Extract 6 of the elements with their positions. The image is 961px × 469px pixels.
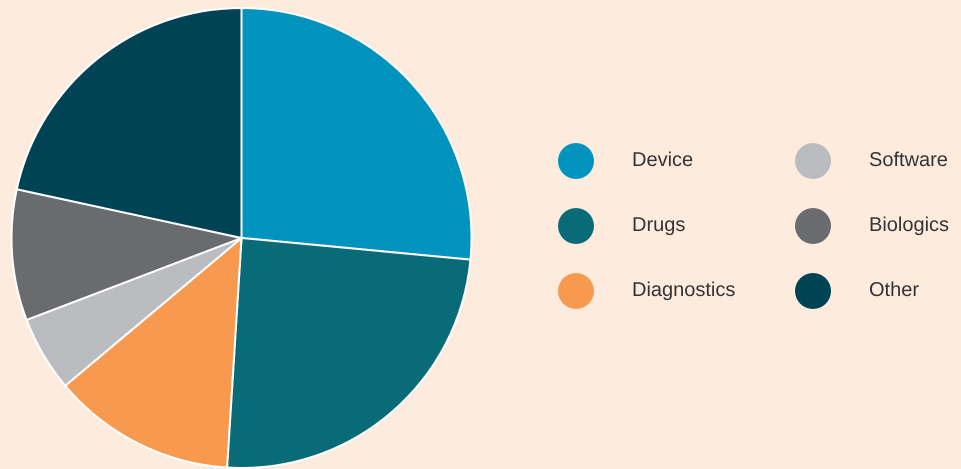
legend-label: Diagnostics <box>632 279 736 302</box>
legend-label: Device <box>632 149 694 172</box>
legend-label: Other <box>869 279 920 302</box>
legend-label: Drugs <box>632 214 686 237</box>
legend-label: Software <box>869 149 948 172</box>
legend-label: Biologics <box>869 214 950 237</box>
